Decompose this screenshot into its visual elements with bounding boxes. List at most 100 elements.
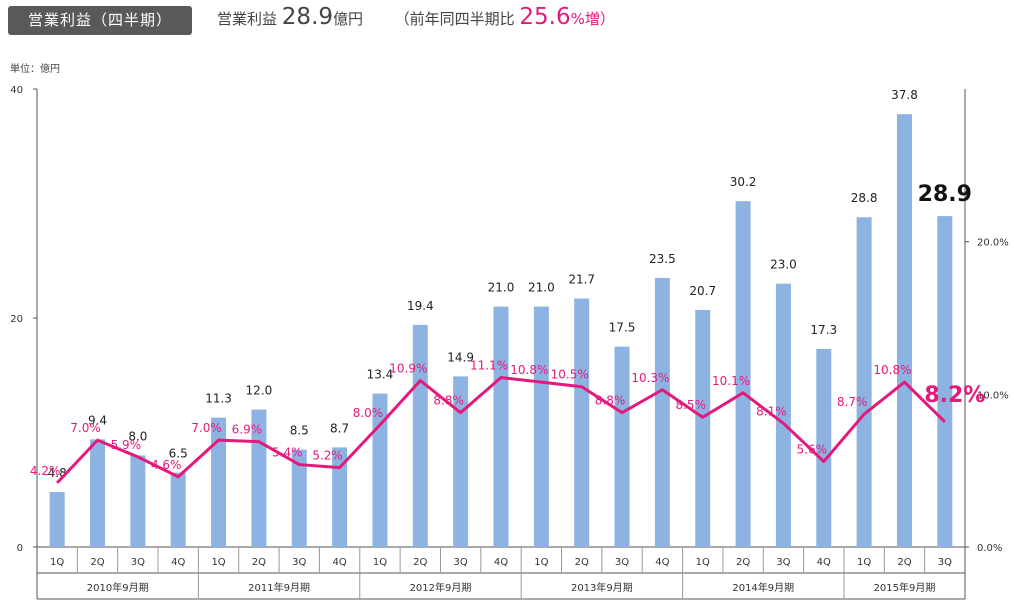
bar-value-label: 21.0: [528, 281, 555, 295]
quarter-label: 4Q: [494, 557, 508, 568]
bar-value-label: 11.3: [205, 392, 232, 406]
quarter-label: 4Q: [332, 557, 346, 568]
fiscal-year-label: 2013年9月期: [571, 581, 633, 594]
margin-point-label: 8.2%: [924, 383, 985, 408]
bar-value-label: 20.7: [689, 284, 716, 298]
section-badge: 営業利益（四半期）: [8, 6, 192, 35]
bar: [170, 472, 186, 547]
quarter-label: 3Q: [131, 557, 145, 568]
quarter-label: 2Q: [897, 557, 911, 568]
quarter-label: 3Q: [615, 557, 629, 568]
bar-value-label: 30.2: [730, 175, 757, 189]
margin-point-label: 5.4%: [272, 446, 303, 460]
quarter-label: 4Q: [171, 557, 185, 568]
bar: [816, 348, 832, 547]
margin-point-label: 10.1%: [712, 374, 750, 388]
bar-value-label: 23.5: [649, 252, 676, 266]
bar-value-label: 28.9: [918, 182, 972, 207]
quarter-label: 3Q: [292, 557, 306, 568]
bar-value-label: 8.7: [330, 421, 349, 435]
bar: [896, 114, 912, 547]
quarter-label: 1Q: [534, 557, 548, 568]
margin-point-label: 4.6%: [151, 458, 182, 472]
margin-point-label: 6.9%: [232, 423, 263, 437]
quarter-label: 2Q: [413, 557, 427, 568]
y-tick-label: 20: [10, 314, 23, 325]
margin-point-label: 8.0%: [353, 406, 384, 420]
headline-yoy-value: 25.6: [519, 4, 571, 30]
bar: [493, 306, 509, 547]
quarter-label: 2Q: [252, 557, 266, 568]
bar-value-label: 13.4: [367, 368, 394, 382]
bar-value-label: 28.8: [851, 191, 878, 205]
bar-value-label: 14.9: [447, 350, 474, 364]
margin-point-label: 8.8%: [595, 394, 626, 408]
bar: [291, 449, 307, 547]
quarter-label: 2Q: [90, 557, 104, 568]
margin-point-label: 8.7%: [837, 395, 868, 409]
bar-value-label: 17.5: [609, 321, 636, 335]
bar-value-label: 23.0: [770, 258, 797, 272]
y2-tick-label: 20.0%: [977, 238, 1009, 249]
margin-point-label: 8.5%: [675, 398, 706, 412]
bar-value-label: 37.8: [891, 88, 918, 102]
fiscal-year-label: 2010年9月期: [87, 581, 149, 594]
headline-prefix: 営業利益: [217, 10, 278, 28]
quarter-label: 3Q: [454, 557, 468, 568]
bar-value-label: 19.4: [407, 299, 434, 313]
margin-point-label: 5.2%: [312, 449, 343, 463]
bar-value-label: 9.4: [88, 413, 107, 427]
margin-point-label: 8.8%: [433, 394, 464, 408]
quarter-label: 4Q: [817, 557, 831, 568]
headline: 営業利益 28.9億円 （前年同四半期比 25.6%増）: [217, 4, 615, 36]
bar-value-label: 21.0: [488, 281, 515, 295]
y-tick-label: 40: [10, 85, 23, 96]
bar: [332, 447, 348, 547]
margin-line: [56, 376, 946, 484]
y2-tick-label: 10.0%: [977, 390, 1009, 401]
quarter-label: 1Q: [373, 557, 387, 568]
bar: [453, 376, 469, 547]
bar: [533, 306, 549, 547]
quarter-label: 3Q: [776, 557, 790, 568]
bar: [211, 417, 227, 547]
margin-point-label: 10.8%: [510, 363, 548, 377]
margin-point-label: 4.2%: [30, 464, 61, 478]
bar-value-label: 12.0: [246, 384, 273, 398]
bar: [574, 298, 590, 547]
quarter-label: 4Q: [655, 557, 669, 568]
headline-yoy-suffix: %増）: [570, 10, 615, 28]
quarter-label: 2Q: [736, 557, 750, 568]
quarter-label: 2Q: [575, 557, 589, 568]
headline-yoy-prefix: （前年同四半期比: [394, 10, 515, 28]
bar: [90, 439, 106, 547]
quarter-label: 1Q: [211, 557, 225, 568]
fiscal-year-label: 2012年9月期: [410, 581, 472, 594]
quarter-label: 1Q: [857, 557, 871, 568]
bar-value-label: 17.3: [810, 323, 837, 337]
headline-unit: 億円: [333, 10, 364, 28]
bar: [372, 393, 388, 547]
margin-point-label: 11.1%: [470, 359, 508, 373]
quarter-label: 3Q: [938, 557, 952, 568]
quarter-label: 1Q: [696, 557, 710, 568]
margin-point-label: 10.9%: [389, 362, 427, 376]
bar-value-label: 8.5: [290, 424, 309, 438]
margin-point-label: 5.6%: [797, 443, 828, 457]
margin-point-label: 8.1%: [756, 404, 787, 418]
bar: [49, 492, 65, 547]
y-tick-label: 0: [17, 543, 23, 554]
bar: [775, 283, 791, 547]
bar-value-label: 6.5: [169, 447, 188, 461]
margin-point-label: 7.0%: [70, 421, 101, 435]
bar: [130, 455, 146, 547]
unit-label: 単位：億円: [10, 64, 60, 75]
margin-point-label: 5.9%: [111, 438, 142, 452]
bar-value-label: 8.0: [128, 429, 147, 443]
bar: [856, 217, 872, 548]
headline-value: 28.9: [281, 4, 334, 30]
bar: [937, 216, 953, 547]
fiscal-year-label: 2014年9月期: [732, 581, 794, 594]
bar: [412, 324, 428, 547]
bar: [695, 309, 711, 547]
